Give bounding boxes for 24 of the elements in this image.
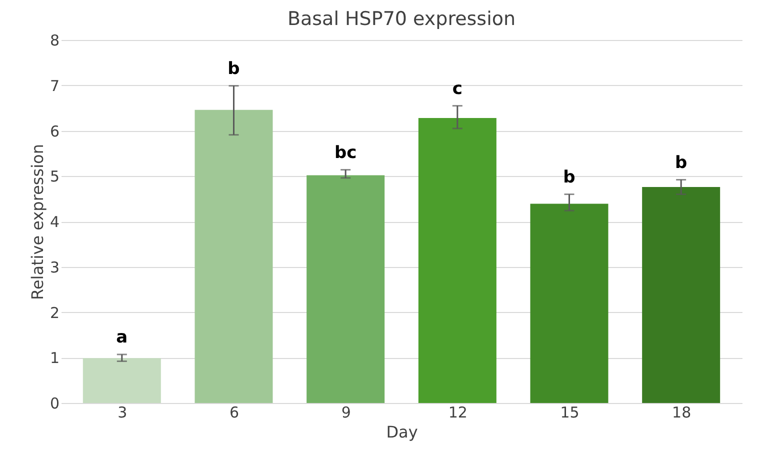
x-tick-label: 6 bbox=[229, 404, 240, 422]
y-tick-label: 1 bbox=[50, 349, 60, 368]
x-axis-title: Day bbox=[386, 422, 418, 442]
y-tick-label: 6 bbox=[50, 122, 60, 140]
y-tick-label: 4 bbox=[50, 213, 60, 231]
y-tick-label: 0 bbox=[50, 394, 60, 412]
y-tick-label: 8 bbox=[50, 32, 60, 50]
chart-title: Basal HSP70 expression bbox=[287, 8, 516, 30]
y-tick-label: 2 bbox=[50, 304, 60, 322]
annotation: b bbox=[228, 58, 240, 79]
x-tick-label: 18 bbox=[672, 404, 692, 422]
annotation: b bbox=[674, 152, 688, 173]
y-tick-label: 3 bbox=[50, 258, 60, 276]
annotation: bc bbox=[334, 142, 357, 163]
annotation: b bbox=[563, 167, 576, 188]
x-tick-label: 15 bbox=[560, 404, 580, 422]
x-tick-label: 3 bbox=[118, 404, 128, 422]
y-axis-title: Relative expression bbox=[28, 144, 47, 300]
x-tick-label: 12 bbox=[448, 404, 468, 422]
y-tick-label: 5 bbox=[50, 168, 60, 186]
annotation: a bbox=[116, 327, 128, 348]
annotation: c bbox=[452, 78, 462, 99]
y-tick-label: 7 bbox=[50, 76, 60, 95]
x-tick-label: 9 bbox=[341, 404, 351, 422]
